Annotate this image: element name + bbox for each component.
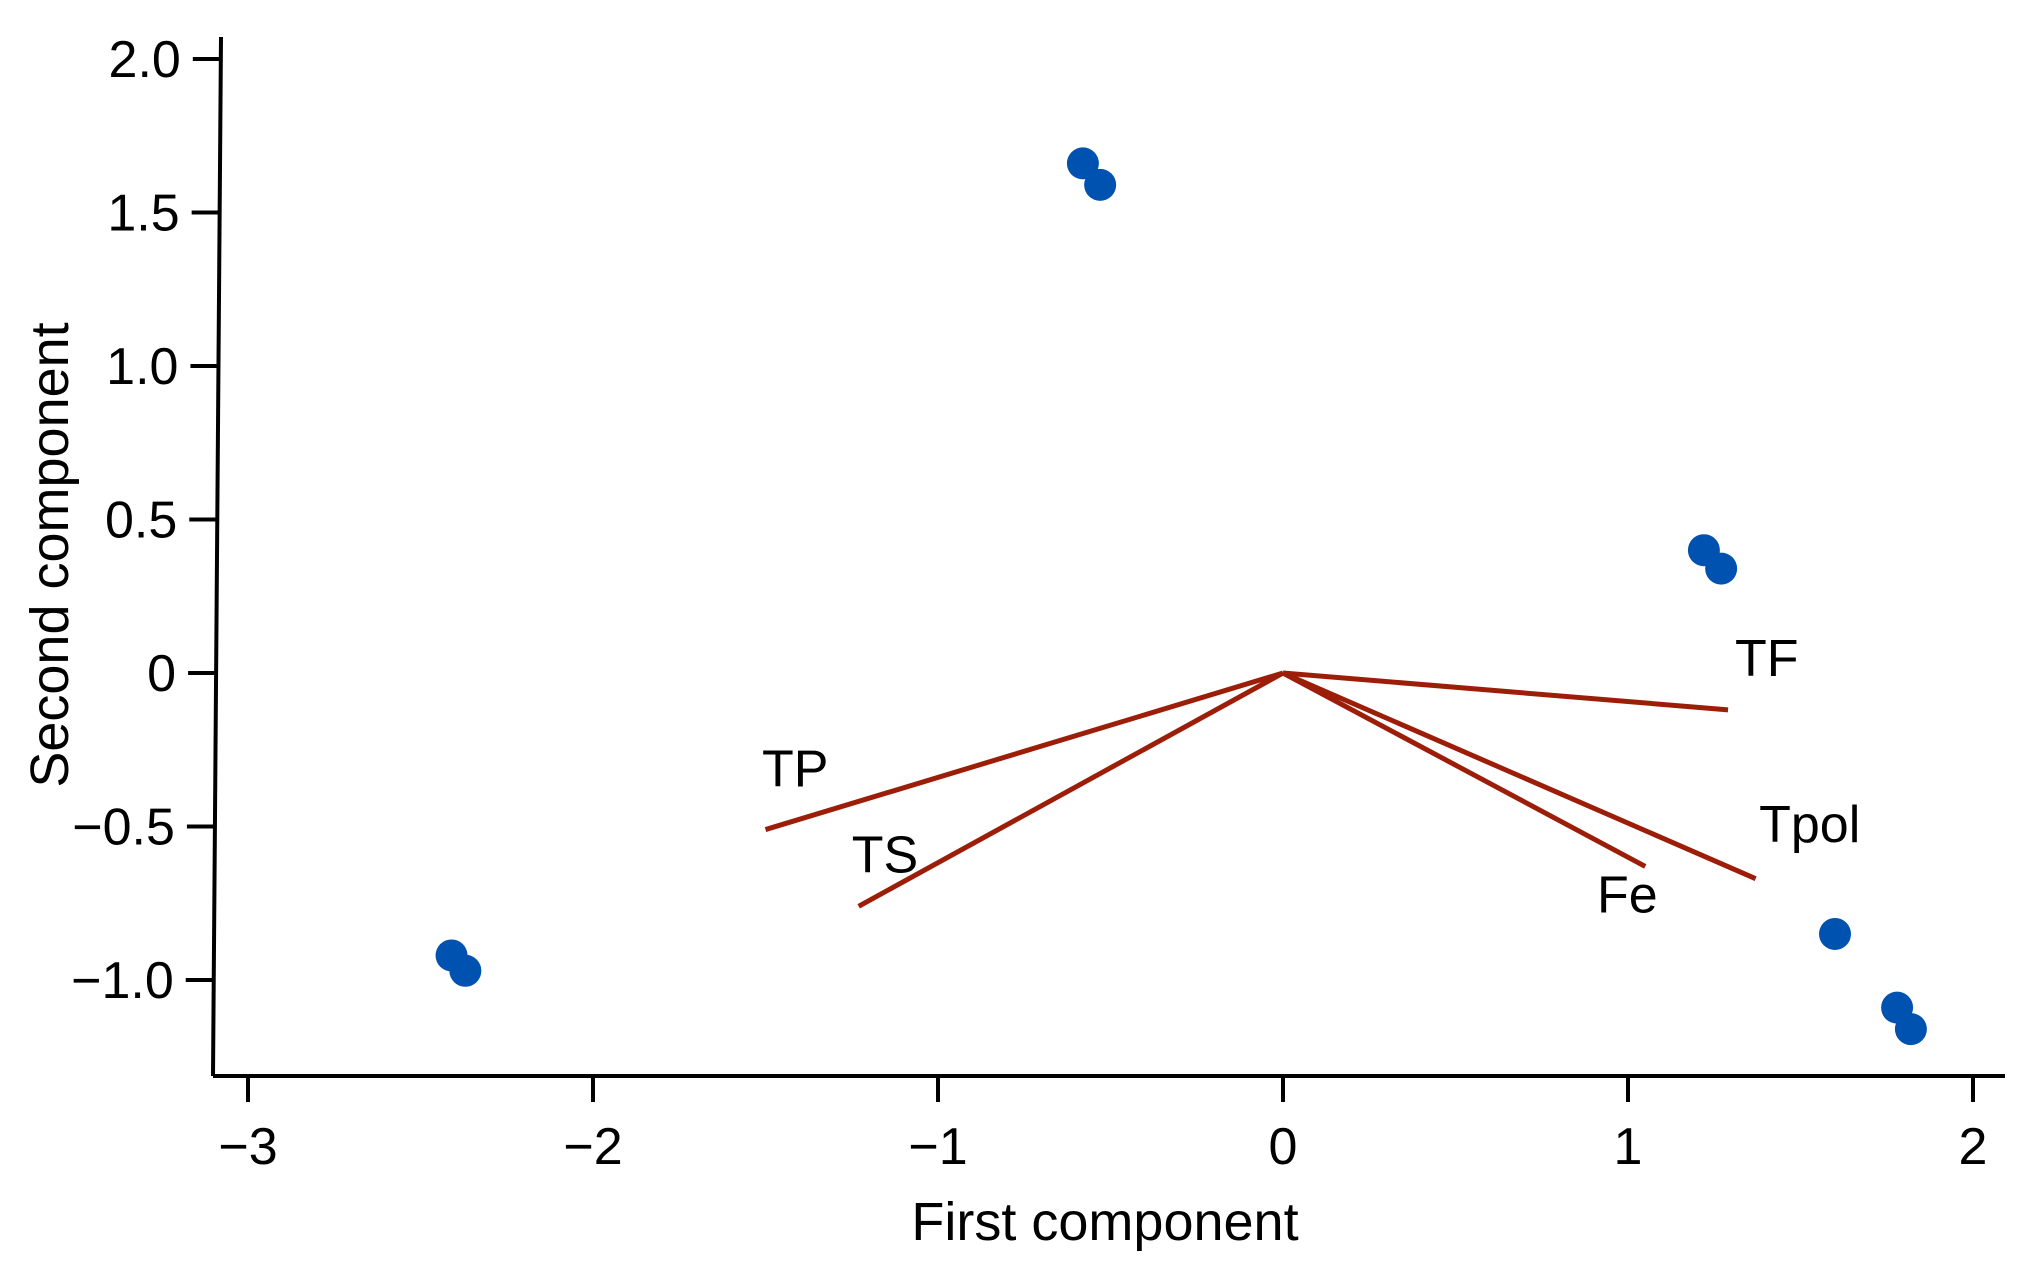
vector-label-ts: TS: [852, 827, 918, 885]
y-tick-label: 2.0: [109, 31, 181, 89]
data-point: [1705, 552, 1738, 585]
vector-tpol: [1282, 670, 1757, 881]
x-tick-label: −3: [218, 1118, 277, 1176]
vector-label-tpol: Tpol: [1759, 796, 1860, 854]
y-tick-label: 1.0: [106, 338, 178, 396]
y-tick-label: −1.0: [71, 952, 174, 1010]
y-axis-line: [211, 36, 223, 1077]
vector-tp: [764, 670, 1284, 832]
x-axis-title: First component: [911, 1192, 1298, 1252]
vector-label-tp: TP: [762, 741, 828, 799]
score-points: [435, 147, 1927, 1046]
x-tick-label: 2: [1959, 1118, 1988, 1176]
x-tick-label: −1: [908, 1118, 967, 1176]
vector-label-tf: TF: [1735, 630, 1799, 688]
data-point: [1819, 917, 1851, 950]
data-point: [1066, 147, 1099, 180]
vector-fe: [1281, 670, 1647, 869]
vector-ts: [857, 670, 1285, 909]
x-tick-label: −2: [563, 1118, 622, 1176]
y-tick-label: −0.5: [72, 799, 175, 857]
data-point: [1894, 1013, 1927, 1046]
vector-labels: TF TP TS Tpol Fe: [762, 630, 1860, 924]
y-axis-title: Second component: [20, 322, 80, 787]
y-tick-label: 0: [147, 645, 176, 703]
loading-vectors: [764, 670, 1757, 909]
axes: −3 −2 −1 0 1 2 −1.0 −0.5 0 0.5 1.0 1.5 2.0: [71, 31, 2005, 1176]
y-tick-label: 1.5: [107, 185, 179, 243]
y-tick-label: 0.5: [105, 492, 177, 550]
vector-label-fe: Fe: [1597, 866, 1658, 924]
data-point: [1084, 168, 1117, 201]
vector-tf: [1282, 670, 1729, 713]
data-point: [449, 954, 482, 987]
x-tick-label: 0: [1269, 1118, 1298, 1176]
x-tick-label: 1: [1614, 1118, 1643, 1176]
